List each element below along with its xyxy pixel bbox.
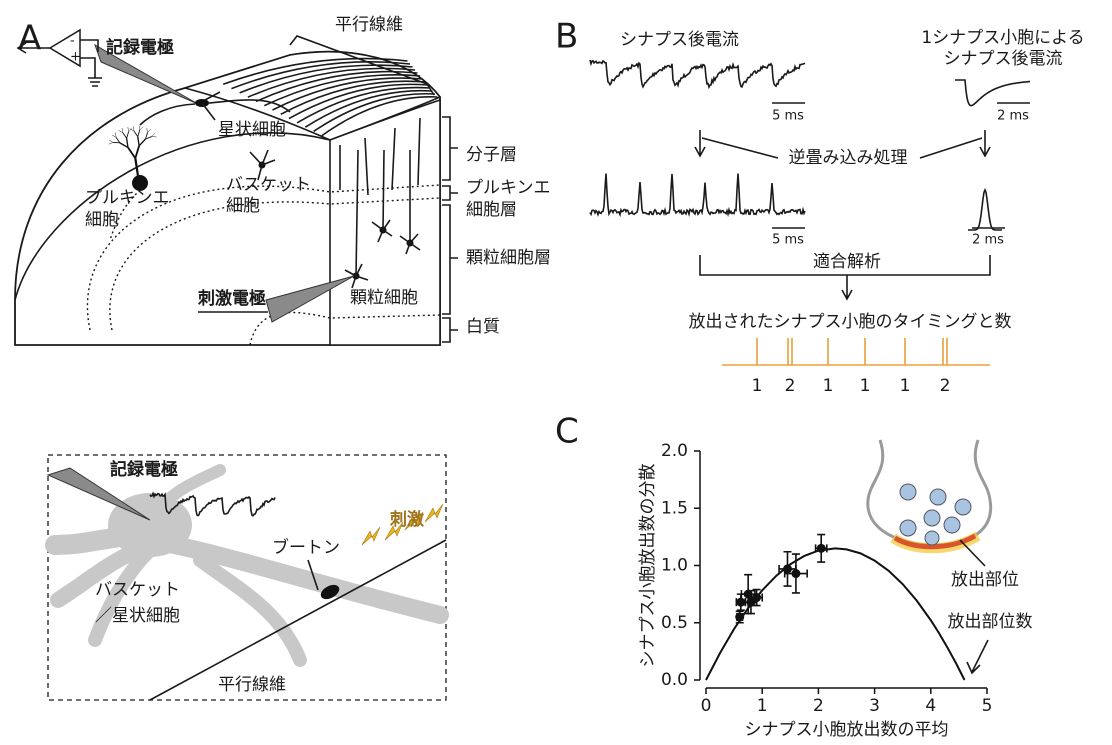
panel-label: A xyxy=(18,19,41,59)
event-count: 1 xyxy=(752,376,763,396)
basket-label: バスケット xyxy=(226,175,311,195)
y-tick-label: 2.0 xyxy=(661,441,688,461)
panel-label: B xyxy=(555,17,578,57)
event-count: 2 xyxy=(940,376,951,396)
parallel-fiber-label: 平行線維 xyxy=(335,15,403,35)
event-count: 1 xyxy=(900,376,911,396)
layer-label: プルキンエ xyxy=(466,178,551,198)
recording-electrode-label: 記録電極 xyxy=(110,459,178,480)
bouton-label: ブートン xyxy=(272,537,340,558)
y-tick-label: 1.0 xyxy=(661,556,688,576)
cell-label: バスケット xyxy=(95,580,180,600)
x-axis-label: シナプス小胞放出数の平均 xyxy=(745,720,949,740)
event-count: 2 xyxy=(785,376,796,396)
x-tick-label: 2 xyxy=(813,696,824,716)
x-tick-label: 1 xyxy=(757,696,768,716)
data-point xyxy=(752,593,761,602)
event-count: 1 xyxy=(823,376,834,396)
x-tick-label: 4 xyxy=(925,696,936,716)
stellate-label: 星状細胞 xyxy=(218,120,286,140)
panel-label: C xyxy=(555,412,579,452)
data-point xyxy=(735,613,744,622)
layer-label: 白質 xyxy=(466,317,500,337)
scale-bar-label: 5 ms xyxy=(772,233,804,248)
parallel-fiber-label: 平行線維 xyxy=(218,675,286,695)
scale-bar-label: 5 ms xyxy=(772,109,804,124)
cell-label: ／星状細胞 xyxy=(95,606,180,626)
x-tick-label: 5 xyxy=(982,696,993,716)
synapse-drawing xyxy=(868,440,991,673)
layer-label: 細胞層 xyxy=(466,200,517,220)
annotation: 放出部位数 xyxy=(948,612,1033,632)
layer-label: 顆粒細胞層 xyxy=(466,248,551,268)
granule-label: 顆粒細胞 xyxy=(350,288,418,308)
inset-drawing xyxy=(48,455,446,700)
amp-plus: + xyxy=(70,50,81,65)
event-count: 1 xyxy=(860,376,871,396)
y-tick-label: 0.5 xyxy=(661,613,688,633)
stimulating-electrode-label: 刺激電極 xyxy=(198,288,266,309)
layer-label: 分子層 xyxy=(466,145,517,165)
stimulus-label: 刺激 xyxy=(390,509,424,530)
events-title: 放出されたシナプス小胞のタイミングと数 xyxy=(689,312,1012,332)
purkinje-label: 細胞 xyxy=(85,210,119,230)
figure: 0 1 2 3 4 5 0.0 0.5 1.0 1.5 2.0 シナプス小胞放出数の平均 シナプス小胞放… xyxy=(0,0,1112,745)
data-point xyxy=(736,598,745,607)
data-point xyxy=(791,569,800,578)
deconvolution-label: 逆畳み込み処理 xyxy=(789,148,908,168)
x-tick-label: 3 xyxy=(869,696,880,716)
y-tick-label: 1.5 xyxy=(661,498,688,518)
amp-minus: - xyxy=(70,34,75,49)
epsc-label: シナプス後電流 xyxy=(620,30,739,50)
fitting-label: 適合解析 xyxy=(813,252,881,272)
scale-bar-label: 2 ms xyxy=(997,109,1029,124)
purkinje-label: プルキンエ xyxy=(85,188,170,208)
recording-electrode-label: 記録電極 xyxy=(106,37,174,58)
x-tick-label: 0 xyxy=(701,696,712,716)
data-point xyxy=(817,544,826,553)
y-axis-label: シナプス小胞放出数の分散 xyxy=(638,464,658,668)
mepsc-label: シナプス後電流 xyxy=(944,49,1063,69)
scale-bar-label: 2 ms xyxy=(972,233,1004,248)
basket-label: 細胞 xyxy=(226,196,260,216)
y-tick-label: 0.0 xyxy=(661,670,688,690)
annotation: 放出部位 xyxy=(951,570,1019,590)
mepsc-label: 1シナプス小胞による xyxy=(921,28,1084,48)
